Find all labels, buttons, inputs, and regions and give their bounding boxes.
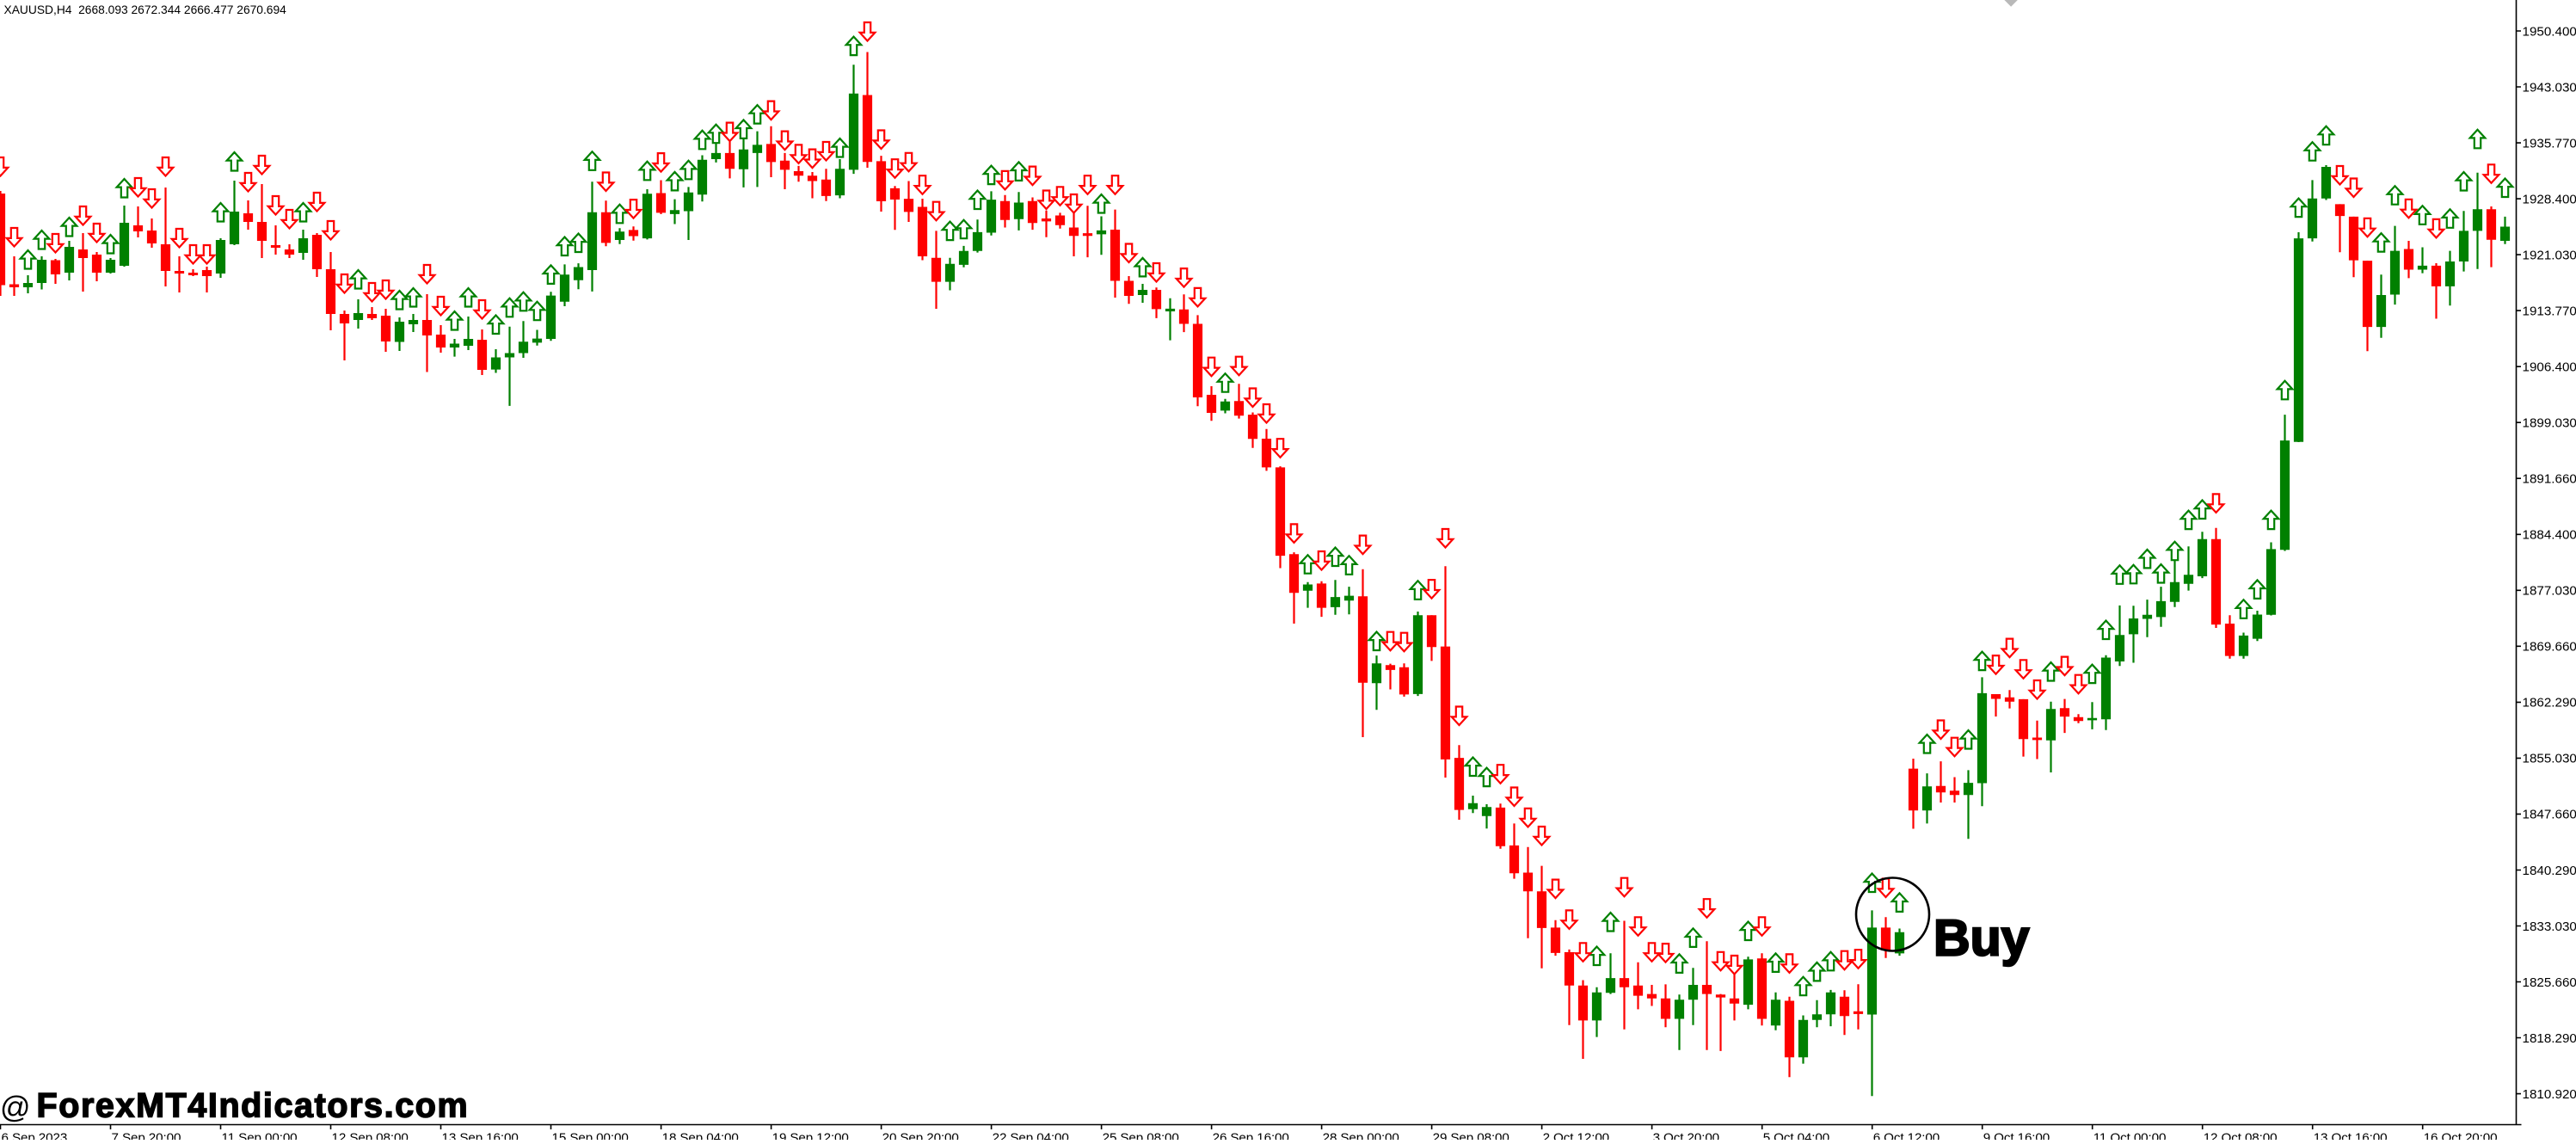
svg-text:1862.290: 1862.290 <box>2523 696 2576 710</box>
svg-text:Buy: Buy <box>1934 910 2030 967</box>
svg-text:1840.290: 1840.290 <box>2523 864 2576 878</box>
svg-text:1913.770: 1913.770 <box>2523 304 2576 318</box>
svg-text:6 Oct 12:00: 6 Oct 12:00 <box>1873 1130 1940 1140</box>
svg-text:1928.400: 1928.400 <box>2523 192 2576 206</box>
svg-text:1950.400: 1950.400 <box>2523 24 2576 39</box>
svg-text:3 Oct 20:00: 3 Oct 20:00 <box>1653 1130 1719 1140</box>
svg-text:25 Sep 08:00: 25 Sep 08:00 <box>1103 1130 1179 1140</box>
svg-text:11 Oct 00:00: 11 Oct 00:00 <box>2093 1130 2167 1140</box>
svg-text:XAUUSD,H4 2668.093 2672.344 2: XAUUSD,H4 2668.093 2672.344 2666.477 267… <box>4 3 287 16</box>
svg-text:11 Sep 00:00: 11 Sep 00:00 <box>222 1130 298 1140</box>
svg-text:12 Oct 08:00: 12 Oct 08:00 <box>2204 1130 2278 1140</box>
svg-text:9 Oct 16:00: 9 Oct 16:00 <box>1983 1130 2050 1140</box>
svg-text:12 Sep 08:00: 12 Sep 08:00 <box>332 1130 409 1140</box>
svg-text:16 Oct 20:00: 16 Oct 20:00 <box>2424 1130 2498 1140</box>
svg-text:13 Oct 16:00: 13 Oct 16:00 <box>2314 1130 2388 1140</box>
svg-text:1855.030: 1855.030 <box>2523 752 2576 766</box>
svg-text:1810.920: 1810.920 <box>2523 1087 2576 1102</box>
svg-text:6 Sep 2023: 6 Sep 2023 <box>2 1130 68 1140</box>
svg-text:15 Sep 00:00: 15 Sep 00:00 <box>552 1130 629 1140</box>
svg-text:1935.770: 1935.770 <box>2523 136 2576 151</box>
svg-text:1869.660: 1869.660 <box>2523 640 2576 655</box>
svg-text:2 Oct 12:00: 2 Oct 12:00 <box>1543 1130 1609 1140</box>
svg-text:29 Sep 08:00: 29 Sep 08:00 <box>1433 1130 1509 1140</box>
svg-text:1921.030: 1921.030 <box>2523 248 2576 262</box>
svg-text:26 Sep 16:00: 26 Sep 16:00 <box>1213 1130 1289 1140</box>
svg-text:19 Sep 12:00: 19 Sep 12:00 <box>772 1130 849 1140</box>
svg-text:1847.660: 1847.660 <box>2523 808 2576 822</box>
svg-text:1906.400: 1906.400 <box>2523 360 2576 375</box>
svg-text:1833.030: 1833.030 <box>2523 920 2576 934</box>
svg-text:22 Sep 04:00: 22 Sep 04:00 <box>993 1130 1069 1140</box>
svg-text:5 Oct 04:00: 5 Oct 04:00 <box>1763 1130 1829 1140</box>
svg-text:1877.030: 1877.030 <box>2523 584 2576 599</box>
svg-text:1891.660: 1891.660 <box>2523 472 2576 487</box>
svg-text:18 Sep 04:00: 18 Sep 04:00 <box>662 1130 739 1140</box>
svg-text:7 Sep 20:00: 7 Sep 20:00 <box>112 1130 181 1140</box>
svg-text:1943.030: 1943.030 <box>2523 80 2576 95</box>
svg-text:ForexMT4Indicators.com: ForexMT4Indicators.com <box>37 1087 470 1125</box>
svg-text:1899.030: 1899.030 <box>2523 416 2576 431</box>
svg-text:1818.290: 1818.290 <box>2523 1031 2576 1046</box>
svg-text:28 Sep 00:00: 28 Sep 00:00 <box>1323 1130 1399 1140</box>
svg-text:1884.400: 1884.400 <box>2523 528 2576 543</box>
svg-text:13 Sep 16:00: 13 Sep 16:00 <box>442 1130 519 1140</box>
svg-text:@: @ <box>0 1091 31 1124</box>
svg-text:20 Sep 20:00: 20 Sep 20:00 <box>882 1130 959 1140</box>
svg-text:1825.660: 1825.660 <box>2523 975 2576 990</box>
